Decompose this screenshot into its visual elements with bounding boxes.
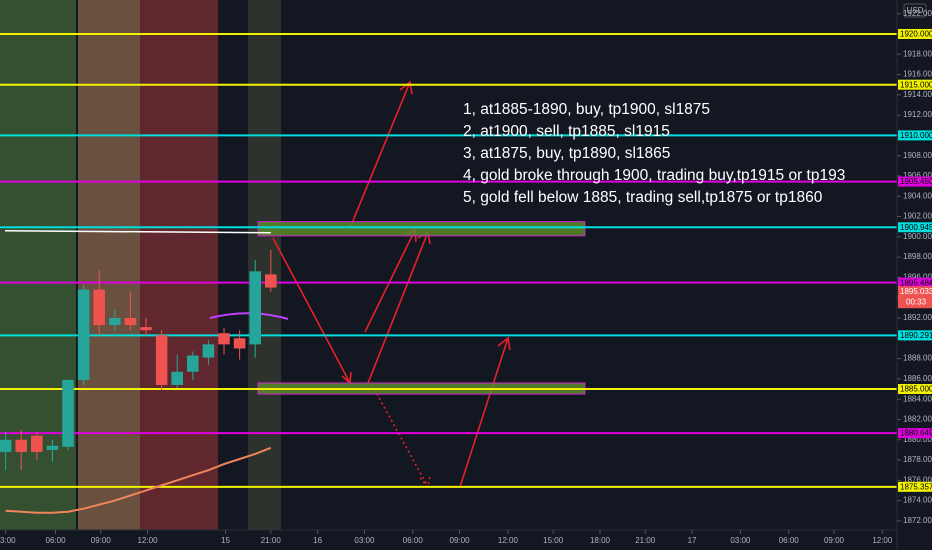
annotation: 3, at1875, buy, tp1890, sl1865 <box>463 145 670 162</box>
currency: USD <box>903 3 927 18</box>
y-tick-label: 1900.000 <box>903 232 932 241</box>
candle-body <box>93 289 105 326</box>
annotation: 5, gold fell below 1885, trading sell,tp… <box>463 189 823 206</box>
x-tick-label: 15:00 <box>543 536 564 545</box>
y-tick-label: 1902.000 <box>903 212 932 221</box>
x-tick-label: 21:00 <box>635 536 656 545</box>
x-tick-label: 09:00 <box>91 536 112 545</box>
plot-area <box>0 0 281 530</box>
level-label: 1905.450 <box>900 177 932 186</box>
level-label-box <box>898 428 932 439</box>
candle-body <box>155 335 168 385</box>
y-tick-label: 1908.000 <box>903 151 932 160</box>
y-tick-label: 1884.000 <box>903 394 932 403</box>
candle-body <box>15 439 27 452</box>
candle-body <box>0 439 12 452</box>
level-label-box <box>898 28 932 39</box>
ref-line <box>4 230 271 234</box>
x-tick-label: 12:00 <box>498 536 519 545</box>
level-label-box <box>898 130 932 141</box>
y-tick-label: 1898.000 <box>903 252 932 261</box>
y-tick-label: 1922.000 <box>903 9 932 18</box>
ma-line <box>5 446 272 514</box>
x-tick-label: 21:00 <box>261 536 282 545</box>
candle-body <box>265 274 277 288</box>
y-tick-label: 1918.000 <box>903 49 932 58</box>
currency-label: USD <box>907 6 924 15</box>
candle-body <box>218 333 230 345</box>
x-tick-label: 09:00 <box>824 536 845 545</box>
drawings: 1, at1885-1890, buy, tp1900, sl1875 2, at… <box>0 32 897 514</box>
zone <box>257 221 586 237</box>
x-tick-label: 18:00 <box>590 536 611 545</box>
y-tick-label: 1896.000 <box>903 273 932 282</box>
y-tick-label: 1904.000 <box>903 191 932 200</box>
annotation: 1, at1885-1890, buy, tp1900, sl1875 <box>463 101 710 118</box>
y-tick-label: 1906.000 <box>903 171 932 180</box>
countdown: 00:33 <box>906 297 927 306</box>
level-label-box <box>898 79 932 90</box>
annotation: 4, gold broke through 1900, trading buy,… <box>463 167 845 184</box>
session-band <box>140 0 218 530</box>
candle-body <box>46 445 59 450</box>
level-label: 1920.000 <box>900 30 932 39</box>
x-tick-label: 15 <box>221 536 230 545</box>
candle-body <box>140 327 152 331</box>
y-tick-label: 1874.000 <box>903 496 932 505</box>
candle-body <box>109 318 121 326</box>
y-tick-label: 1886.000 <box>903 374 932 383</box>
level-label-box <box>898 176 932 187</box>
level-label-box <box>898 330 932 341</box>
y-tick-label: 1888.000 <box>903 354 932 363</box>
x-tick-label: 03:00 <box>0 536 16 545</box>
x-tick-label: 06:00 <box>779 536 800 545</box>
y-tick-label: 1876.000 <box>903 475 932 484</box>
annotation: 2, at1900, sell, tp1885, sl1915 <box>463 123 670 140</box>
candle-body <box>187 355 199 372</box>
x-tick-label: 17 <box>688 536 697 545</box>
session-band <box>248 0 281 530</box>
session-band <box>78 0 140 530</box>
level-label: 1880.649 <box>900 429 932 438</box>
x-tick-label: 12:00 <box>138 536 159 545</box>
level-label: 1915.000 <box>900 80 932 89</box>
x-tick-label: 09:00 <box>450 536 471 545</box>
x-tick-label: 03:00 <box>354 536 375 545</box>
level-label-box <box>898 384 932 395</box>
x-tick-label: 06:00 <box>403 536 424 545</box>
y-tick-label: 1872.000 <box>903 516 932 525</box>
candle-body <box>171 371 183 385</box>
y-tick-label: 1916.000 <box>903 70 932 79</box>
level-label: 1900.945 <box>900 223 932 232</box>
level-label-box <box>898 222 932 233</box>
level-label: 1895.484 <box>900 278 932 287</box>
y-tick-label: 1914.000 <box>903 90 932 99</box>
level-label: 1910.000 <box>900 131 932 140</box>
y-tick-label: 1912.000 <box>903 110 932 119</box>
candle-body <box>249 271 261 345</box>
level-label: 1875.357 <box>900 482 932 491</box>
candle-body <box>62 379 74 447</box>
last-price-box <box>898 286 932 309</box>
y-tick-label: 1892.000 <box>903 313 932 322</box>
level-label-box <box>898 277 932 288</box>
x-tick-label: 06:00 <box>46 536 67 545</box>
candle-body <box>233 338 246 349</box>
y-tick-label: 1882.000 <box>903 415 932 424</box>
candle-body <box>31 435 43 452</box>
candle-body <box>202 344 215 358</box>
x-tick-label: 16 <box>313 536 322 545</box>
y-tick-label: 1878.000 <box>903 455 932 464</box>
level-label: 1890.291 <box>900 331 932 340</box>
candle-body <box>77 289 90 380</box>
x-tick-label: 12:00 <box>872 536 893 545</box>
y-tick-label: 1880.000 <box>903 435 932 444</box>
level-label-box <box>898 481 932 492</box>
candle-body <box>124 318 137 326</box>
last-price-label: 1895.033 <box>900 287 932 296</box>
x-tick-label: 03:00 <box>730 536 751 545</box>
level-label: 1885.000 <box>900 385 932 394</box>
